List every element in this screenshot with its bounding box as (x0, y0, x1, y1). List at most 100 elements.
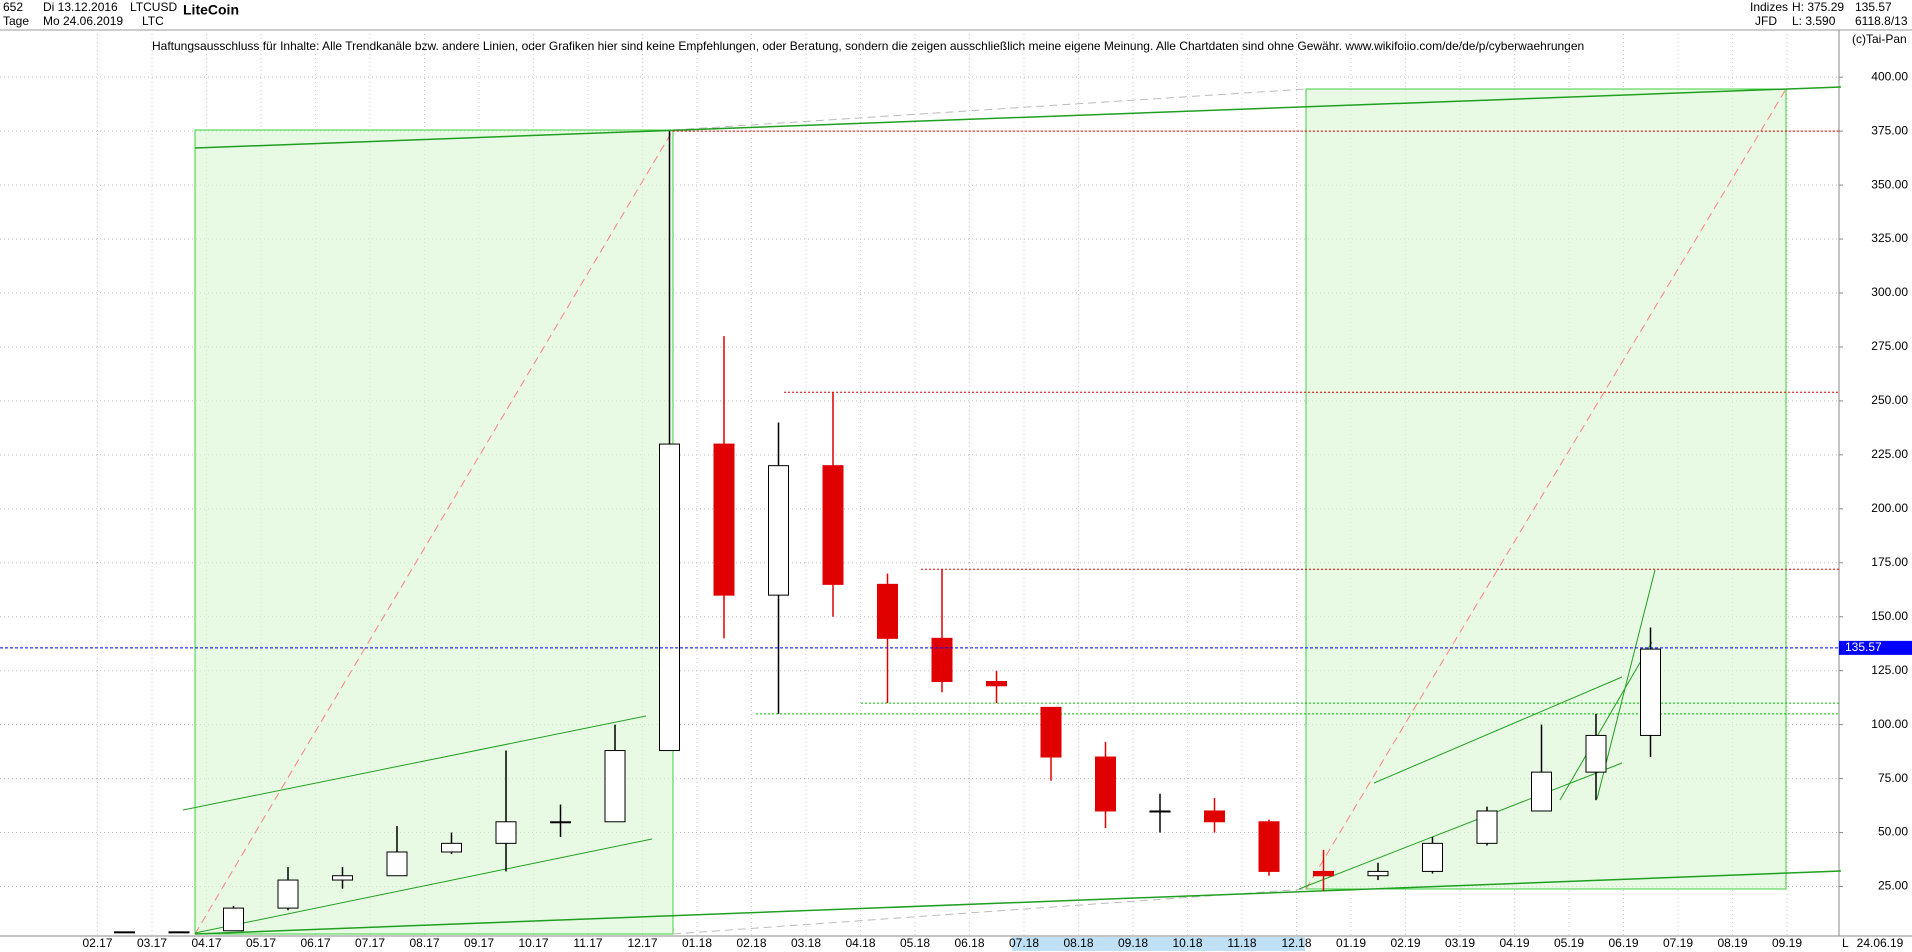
candle-body (659, 443, 680, 752)
x-tick-label: 02.17 (82, 936, 112, 950)
x-tick-label: 04.18 (845, 936, 875, 950)
x-tick-label: 07.17 (355, 936, 385, 950)
x-tick-label: 11.18 (1227, 936, 1256, 950)
x-tick-label: 05.18 (900, 936, 930, 950)
date-label: 24.06.19 (1857, 936, 1904, 950)
candle-body (768, 465, 789, 596)
period[interactable]: Tage (3, 14, 29, 28)
candle-body (1422, 842, 1443, 872)
ratio: 6118.8/13 (1855, 14, 1908, 28)
candle-body (550, 821, 571, 824)
candle-body (604, 750, 626, 823)
candle-body (931, 637, 953, 682)
candle-body (1585, 734, 1607, 773)
x-tick-label: 06.19 (1608, 936, 1638, 950)
x-tick-label: 12.17 (627, 936, 657, 950)
symbol: LTCUSD (130, 0, 177, 14)
mode-label: L (1842, 936, 1849, 950)
trend-line (194, 870, 1842, 935)
copyright: (c)Tai-Pan (1852, 32, 1907, 46)
candle-body (1204, 810, 1225, 823)
last-price-label: 135.57 (1845, 640, 1882, 654)
range-box (1305, 88, 1787, 890)
diagonal (672, 88, 1307, 131)
x-tick-label: 03.19 (1445, 936, 1475, 950)
trend-line (182, 715, 647, 811)
x-tick-label: 10.17 (518, 936, 548, 950)
candle-body (168, 931, 190, 934)
candle-body (986, 680, 1007, 687)
candle-body (713, 443, 735, 596)
x-tick-label: 09.17 (464, 936, 494, 950)
x-tick-label: 07.18 (1009, 936, 1039, 950)
y-tick-label: 375.00 (1871, 123, 1908, 137)
x-tick-label: 11.17 (573, 936, 602, 950)
count[interactable]: 652 (3, 0, 23, 14)
trend-line (1596, 569, 1656, 800)
y-tick-label: 350.00 (1871, 177, 1908, 191)
x-tick-label: 08.19 (1717, 936, 1747, 950)
x-tick-label: 04.19 (1499, 936, 1529, 950)
y-tick-label: 175.00 (1871, 555, 1908, 569)
y-tick-label: 225.00 (1871, 447, 1908, 461)
last-info: 135.57 (1855, 0, 1892, 14)
x-tick-label: 02.18 (736, 936, 766, 950)
x-tick-label: 01.19 (1336, 936, 1366, 950)
candle-body (1095, 756, 1116, 812)
candle-body (1640, 648, 1661, 736)
chart-title: LiteCoin (183, 2, 239, 18)
last-price-box (1839, 640, 1912, 655)
x-tick-label: 05.19 (1554, 936, 1584, 950)
candle-body (1476, 810, 1498, 844)
candle-body (877, 583, 898, 639)
y-tick-label: 250.00 (1871, 393, 1908, 407)
x-tick-label: 06.18 (954, 936, 984, 950)
candle-body (1258, 821, 1280, 872)
source: JFD (1755, 14, 1777, 28)
candle-body (277, 879, 299, 909)
trend-line (1559, 641, 1653, 801)
y-tick-label: 275.00 (1871, 339, 1908, 353)
x-tick-label: 09.19 (1772, 936, 1802, 950)
candle-body (1367, 870, 1389, 877)
axis-highlight (1012, 937, 1305, 951)
high-info: H: 375.29 (1792, 0, 1844, 14)
x-tick-label: 07.19 (1663, 936, 1693, 950)
y-tick-label: 75.00 (1878, 771, 1908, 785)
trend-line (194, 86, 1842, 149)
x-tick-label: 06.17 (300, 936, 330, 950)
candle-body (822, 465, 844, 585)
group: Indizes (1750, 0, 1788, 14)
y-tick-label: 400.00 (1871, 69, 1908, 83)
x-tick-label: 08.17 (409, 936, 439, 950)
candle-body (114, 931, 135, 934)
y-tick-label: 50.00 (1878, 825, 1908, 839)
x-tick-label: 03.18 (791, 936, 821, 950)
trend-line (1373, 676, 1623, 784)
y-tick-label: 150.00 (1871, 609, 1908, 623)
x-tick-label: 09.18 (1118, 936, 1148, 950)
x-tick-label: 12.18 (1281, 936, 1311, 950)
candle-body (332, 875, 353, 881)
x-tick-label: 05.17 (246, 936, 276, 950)
disclaimer: Haftungsausschluss für Inhalte: Alle Tre… (152, 39, 1584, 53)
low-info: L: 3.590 (1792, 14, 1836, 28)
y-tick-label: 125.00 (1871, 663, 1908, 677)
candle-body (441, 842, 462, 853)
trend-line (194, 838, 653, 934)
x-tick-label: 01.18 (682, 936, 712, 950)
end-date: Mo 24.06.2019 (43, 14, 123, 28)
candle-body (386, 851, 408, 877)
start-date: Di 13.12.2016 (43, 0, 118, 14)
candle-body (1313, 870, 1334, 877)
y-tick-label: 200.00 (1871, 501, 1908, 515)
range-box (194, 129, 674, 935)
candle-body (495, 821, 517, 844)
trend-line (1298, 762, 1623, 890)
candle-body (1040, 706, 1062, 758)
x-tick-label: 03.17 (137, 936, 167, 950)
x-tick-label: 08.18 (1063, 936, 1093, 950)
x-tick-label: 10.18 (1172, 936, 1202, 950)
